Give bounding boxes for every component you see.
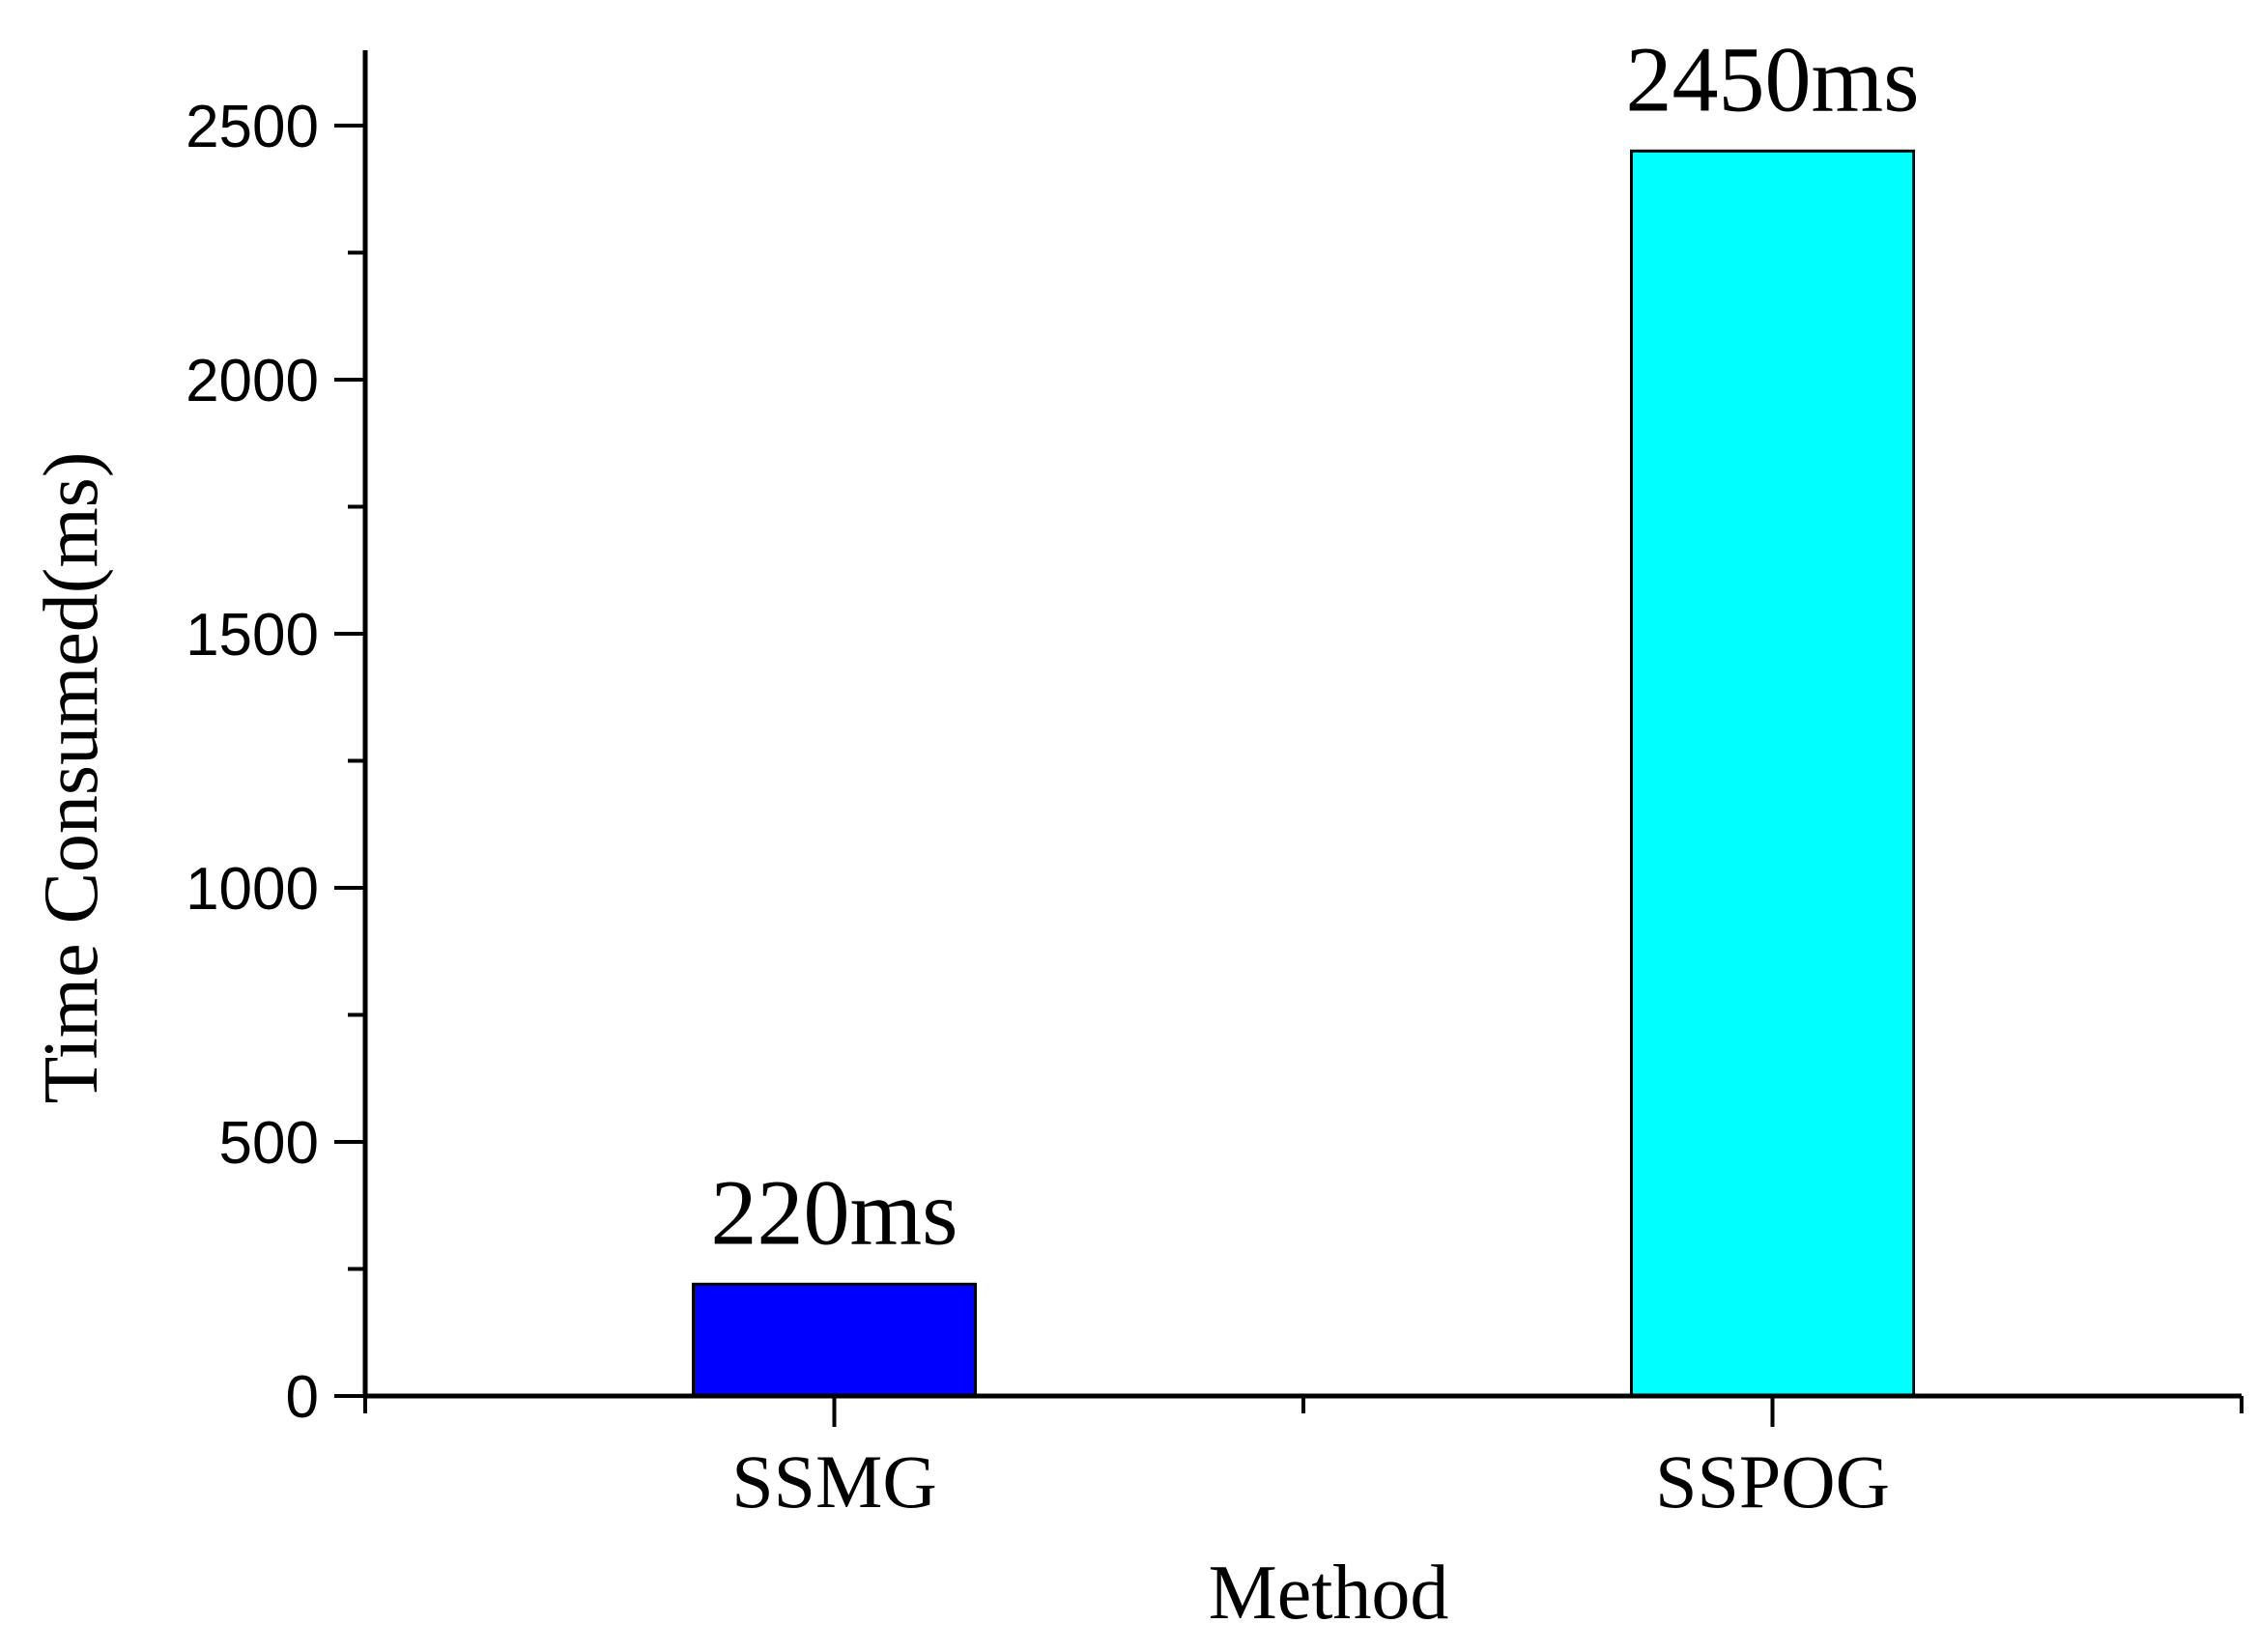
y-axis-title: Time Consumed(ms): [29, 452, 114, 1104]
x-tick-label: SSMG: [731, 1439, 936, 1524]
chart-axes: [362, 50, 2242, 1399]
y-tick-label: 2500: [186, 94, 319, 160]
chart-ticks: 0 500 1000 1500 2000 2500 SSMG SSPOG: [186, 94, 2244, 1524]
y-tick-label: 1000: [186, 856, 319, 923]
bar-sspog: [1630, 149, 1915, 1398]
x-tick-label: SSPOG: [1655, 1439, 1890, 1524]
x-axis-title: Method: [1209, 1551, 1449, 1636]
y-tick-label: 1500: [186, 602, 319, 669]
data-label-ssmg: 220ms: [710, 1160, 958, 1264]
y-tick-label: 2000: [186, 348, 319, 414]
y-tick-label: 500: [219, 1110, 319, 1177]
chart-marks: 220ms 2450ms: [692, 27, 1920, 1398]
y-tick-label: 0: [286, 1364, 319, 1431]
data-label-sspog: 2450ms: [1625, 27, 1919, 130]
bar-ssmg: [692, 1282, 977, 1398]
